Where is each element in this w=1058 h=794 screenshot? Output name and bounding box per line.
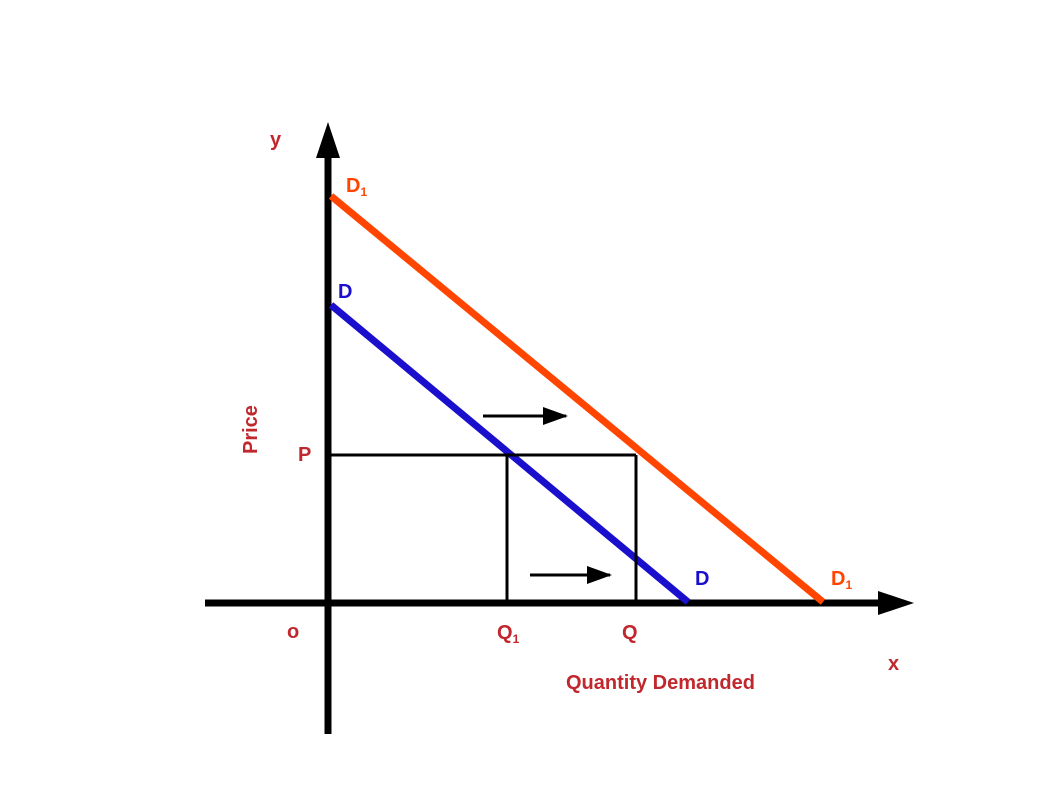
q-label: Q	[622, 622, 638, 644]
y-axis-arrowhead	[316, 122, 340, 158]
new-demand-curve-d1	[328, 193, 826, 605]
d1-top-label: D1	[346, 175, 367, 199]
x-axis-arrowhead	[878, 591, 914, 615]
price-p-label: P	[298, 444, 311, 466]
q1-label: Q1	[497, 622, 520, 646]
y-axis-label: y	[270, 129, 282, 151]
price-axis-title: Price	[240, 405, 262, 454]
d-top-label: D	[338, 281, 352, 303]
x-axis-label: x	[888, 653, 899, 675]
d-bottom-label: D	[695, 568, 709, 590]
shift-arrow-upper-head	[543, 407, 568, 425]
d1-bottom-label: D1	[831, 568, 852, 592]
quantity-axis-title: Quantity Demanded	[566, 672, 755, 694]
origin-label: o	[287, 621, 299, 643]
shift-arrow-lower-head	[587, 566, 612, 584]
